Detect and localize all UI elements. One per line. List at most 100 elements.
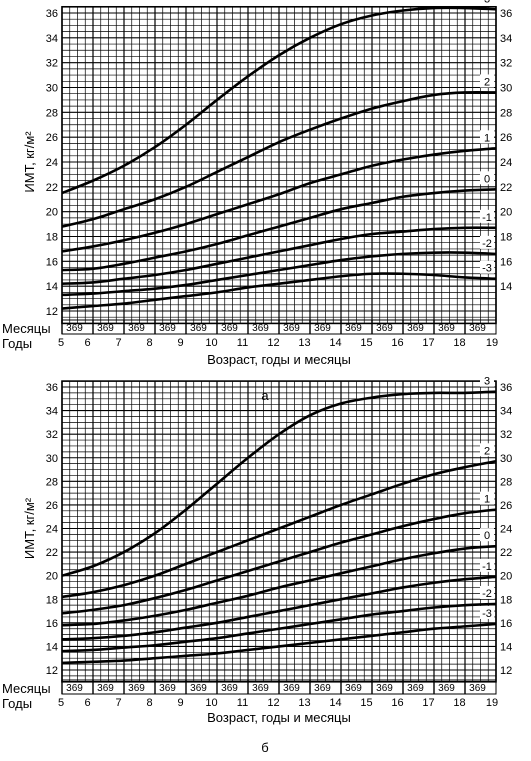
month-tick: 369 xyxy=(221,323,238,334)
y-tick-right: 20 xyxy=(500,207,512,219)
y-tick-left: 30 xyxy=(46,453,58,465)
y-tick-left: 24 xyxy=(46,157,58,169)
month-tick: 369 xyxy=(345,683,362,694)
y-tick-left: 32 xyxy=(46,58,58,70)
y-tick-right: 28 xyxy=(500,476,512,488)
x-tick: 11 xyxy=(237,697,248,709)
y-axis-label: ИМТ, кг/м² xyxy=(22,131,37,193)
y-tick-right: 16 xyxy=(500,256,512,268)
series-line--3 xyxy=(61,622,497,665)
series-label-bg xyxy=(480,74,494,88)
series-label-2: 2 xyxy=(484,76,490,88)
month-tick: 369 xyxy=(407,323,424,334)
x-tick: 17 xyxy=(422,337,434,349)
y-tick-right: 26 xyxy=(500,132,512,144)
y-tick-right: 16 xyxy=(500,618,512,630)
x-tick: 9 xyxy=(177,337,183,349)
month-tick: 369 xyxy=(221,683,238,694)
y-tick-left: 22 xyxy=(46,182,58,194)
month-tick: 369 xyxy=(376,683,393,694)
y-tick-left: 32 xyxy=(46,429,58,441)
y-tick-left: 24 xyxy=(46,524,58,536)
x-tick: 7 xyxy=(115,337,121,349)
y-tick-right: 14 xyxy=(500,281,512,293)
y-tick-right: 30 xyxy=(500,83,512,95)
y-tick-left: 28 xyxy=(46,476,58,488)
month-tick: 369 xyxy=(438,323,455,334)
months-row-label: Месяцы xyxy=(2,321,51,336)
month-tick: 369 xyxy=(128,683,145,694)
y-tick-right: 18 xyxy=(500,594,512,606)
chart-caption: б xyxy=(261,740,268,755)
x-tick: 14 xyxy=(329,337,341,349)
x-tick: 10 xyxy=(205,337,217,349)
series-label-1: 1 xyxy=(484,494,490,506)
x-axis-label: Возраст, годы и месяцы xyxy=(207,710,351,725)
x-tick: 12 xyxy=(267,697,279,709)
x-tick: 13 xyxy=(298,337,310,349)
y-tick-right: 24 xyxy=(500,157,512,169)
x-tick: 16 xyxy=(391,697,403,709)
y-tick-left: 14 xyxy=(46,281,58,293)
x-tick: 5 xyxy=(58,337,64,349)
series-label--2: -2 xyxy=(482,238,492,250)
y-tick-left: 36 xyxy=(46,8,58,20)
month-tick: 369 xyxy=(314,683,331,694)
series-label-1: 1 xyxy=(484,132,490,144)
x-tick: 15 xyxy=(360,337,372,349)
y-tick-left: 36 xyxy=(46,382,58,394)
y-tick-left: 12 xyxy=(46,306,58,318)
series-label-3: 3 xyxy=(484,0,490,5)
y-tick-right: 20 xyxy=(500,571,512,583)
month-tick: 369 xyxy=(66,683,83,694)
x-tick: 9 xyxy=(177,697,183,709)
y-tick-right: 14 xyxy=(500,641,512,653)
series-label-bg xyxy=(480,171,494,185)
series-label-bg xyxy=(480,130,494,144)
x-tick: 16 xyxy=(391,337,403,349)
y-tick-left: 16 xyxy=(46,618,58,630)
series-label-bg xyxy=(480,260,494,274)
series-label--2: -2 xyxy=(482,588,492,600)
y-tick-left: 34 xyxy=(46,406,58,418)
series-label-0: 0 xyxy=(484,173,490,185)
y-tick-left: 18 xyxy=(46,594,58,606)
month-tick: 369 xyxy=(345,323,362,334)
series-label--1: -1 xyxy=(482,561,492,573)
month-tick: 369 xyxy=(283,323,300,334)
x-tick: 12 xyxy=(267,337,279,349)
month-tick: 369 xyxy=(66,323,83,334)
series-label--1: -1 xyxy=(482,212,492,224)
y-tick-left: 14 xyxy=(46,641,58,653)
y-tick-left: 20 xyxy=(46,571,58,583)
y-tick-right: 22 xyxy=(500,182,512,194)
month-tick: 369 xyxy=(438,683,455,694)
y-tick-right: 28 xyxy=(500,107,512,119)
month-tick: 369 xyxy=(128,323,145,334)
y-tick-right: 32 xyxy=(500,429,512,441)
month-tick: 369 xyxy=(159,323,176,334)
x-tick: 8 xyxy=(146,337,152,349)
chart-caption: а xyxy=(261,388,269,403)
y-tick-left: 22 xyxy=(46,547,58,559)
x-tick: 14 xyxy=(329,697,341,709)
y-tick-right: 30 xyxy=(500,453,512,465)
series-label-2: 2 xyxy=(484,445,490,457)
month-tick: 369 xyxy=(97,683,114,694)
x-tick: 15 xyxy=(360,697,372,709)
x-tick: 8 xyxy=(146,697,152,709)
month-tick: 369 xyxy=(252,323,269,334)
month-tick: 369 xyxy=(407,683,424,694)
y-tick-left: 34 xyxy=(46,33,58,45)
x-axis-label: Возраст, годы и месяцы xyxy=(207,352,351,367)
y-tick-right: 34 xyxy=(500,406,512,418)
month-tick: 369 xyxy=(159,683,176,694)
month-tick: 369 xyxy=(190,323,207,334)
y-tick-right: 36 xyxy=(500,8,512,20)
x-tick: 7 xyxy=(115,697,121,709)
series-label-bg xyxy=(480,558,494,572)
month-tick: 369 xyxy=(283,683,300,694)
y-tick-left: 30 xyxy=(46,83,58,95)
series-line--2 xyxy=(61,251,497,297)
